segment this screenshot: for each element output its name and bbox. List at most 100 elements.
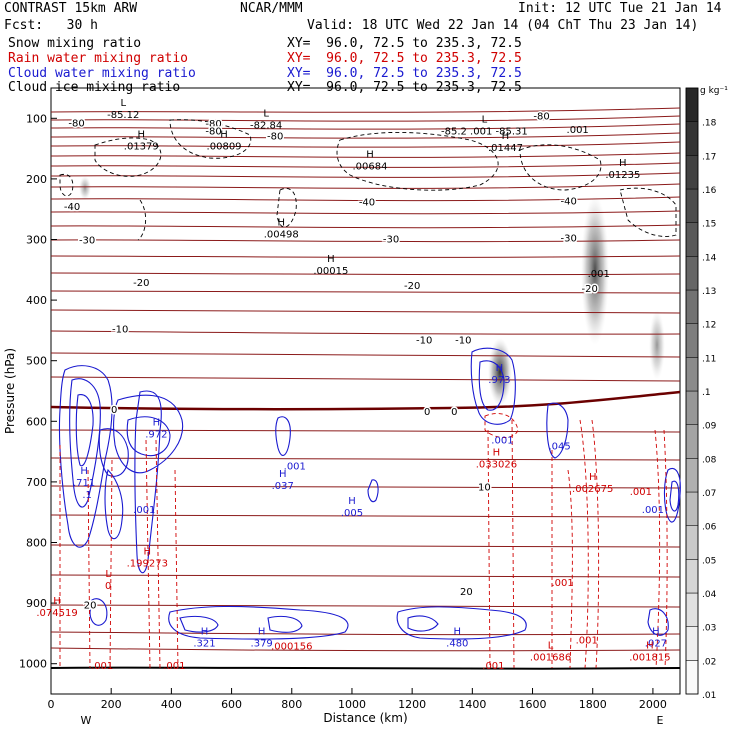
x-tick-label: 600 (221, 698, 242, 711)
y-tick-label: 400 (26, 294, 47, 307)
extremum-mark: L (482, 114, 488, 125)
isotherm-label: -30 (560, 234, 576, 245)
water-contour (478, 360, 505, 411)
extremum-mark: H (80, 466, 88, 477)
isotherm (50, 352, 681, 358)
colorbar-frame (685, 87, 699, 695)
extremum-mark: H (619, 158, 627, 169)
isotherm-label: -40 (64, 202, 80, 213)
water-contour (470, 347, 516, 425)
isotherm-label: 20 (84, 600, 97, 611)
isotherm (50, 457, 681, 461)
extremum-value: .001815 (629, 652, 670, 663)
rain-contour (174, 469, 179, 669)
isotherm-label: 0 (424, 407, 430, 418)
colorbar-swatch (685, 559, 699, 594)
colorbar-swatch (685, 87, 699, 122)
extremum-value: .002675 (572, 484, 613, 495)
extremum-value: .00498 (264, 229, 299, 240)
extremum-value: .199273 (127, 558, 168, 569)
init-time: Init: 12 UTC Tue 21 Jan 14 (518, 1, 722, 16)
isotherm (50, 631, 681, 636)
colorbar-swatch (685, 357, 699, 392)
extremum-mark: H (201, 626, 209, 637)
extremum-mark: H (348, 496, 356, 507)
ice-contour (336, 132, 499, 191)
y-tick-label: 800 (26, 537, 47, 550)
ice-contour (94, 137, 162, 177)
extremum-value: .037 (272, 481, 294, 492)
extremum-mark: H (366, 150, 374, 161)
colorbar-swatch (685, 289, 699, 324)
rain-contour (109, 459, 113, 669)
water-contour (546, 402, 569, 459)
rain-contour (487, 429, 491, 669)
isotherm (50, 183, 681, 189)
extremum-value: .379 (251, 638, 273, 649)
water-contour (663, 468, 681, 523)
colorbar-swatch (685, 525, 699, 560)
extremum-value: .480 (446, 638, 468, 649)
extremum-mark: H (220, 130, 228, 141)
x-tick-label: 1400 (458, 698, 486, 711)
water-contour (275, 416, 291, 457)
colorbar-swatch (685, 592, 699, 627)
isotherm-label: -40 (560, 197, 576, 208)
extremum-value: .001 (284, 462, 306, 473)
extremum-mark: H (53, 596, 61, 607)
isotherm (50, 376, 681, 382)
water-contour (104, 468, 124, 540)
extremum-value: 0 (105, 581, 111, 592)
ice-contour (276, 188, 297, 228)
colorbar-tick-label: .16 (702, 186, 717, 196)
water-contour (126, 416, 171, 457)
legend-snow-label: Snow mixing ratio (8, 36, 142, 51)
extremum-value: .001 (551, 578, 573, 589)
extremum-value: -85.12 (107, 110, 139, 121)
extremum-mark: H (652, 626, 660, 637)
isotherm (50, 123, 681, 130)
isotherm (50, 152, 681, 158)
isotherm-label: -80 (68, 119, 84, 130)
extremum-mark: H (279, 469, 287, 480)
x-tick-label: 400 (161, 698, 182, 711)
water-contour (267, 615, 303, 633)
cloud-water-contours (58, 347, 681, 640)
colorbar-swatch (685, 323, 699, 358)
isotherm-label: -40 (359, 197, 375, 208)
extremum-value: .001 (482, 661, 504, 672)
water-contour (75, 394, 94, 467)
colorbar-tick-label: .17 (702, 152, 716, 162)
isotherm (50, 604, 681, 608)
isotherm-label: -80 (267, 131, 283, 142)
isotherm (50, 172, 681, 178)
extremum-mark: H (502, 131, 510, 142)
isotherm (50, 574, 681, 578)
x-tick-label: 1600 (519, 698, 547, 711)
y-tick-label: 700 (26, 476, 47, 489)
isotherm-label: 10 (478, 483, 491, 494)
colorbar-swatch (685, 424, 699, 459)
extremum-value: .711 (73, 478, 95, 489)
isotherm-label: -10 (455, 335, 471, 346)
extremum-value: .00809 (207, 142, 242, 153)
snow-shading (79, 176, 665, 406)
org-label: NCAR/MMM (240, 1, 303, 16)
isotherm (50, 255, 681, 258)
extremum-value: .001686 (530, 652, 571, 663)
extremum-value: .001 (576, 635, 598, 646)
colorbar-tick-label: .11 (702, 354, 716, 364)
extremum-value: .973 (488, 375, 510, 386)
colorbar-tick-label: .06 (702, 523, 717, 533)
x-tick-label: 1200 (398, 698, 426, 711)
isotherm-label: -20 (404, 281, 420, 292)
extremum-value: .001 (133, 505, 155, 516)
x-tick-label: 1800 (579, 698, 607, 711)
ice-contour (519, 144, 602, 191)
extremum-value: .001 (630, 487, 652, 498)
water-contour (647, 608, 669, 636)
colorbar-swatch (685, 660, 699, 695)
colorbar-swatch (685, 491, 699, 526)
extremum-value: -82.84 (250, 120, 282, 131)
y-tick-label: 600 (26, 415, 47, 428)
